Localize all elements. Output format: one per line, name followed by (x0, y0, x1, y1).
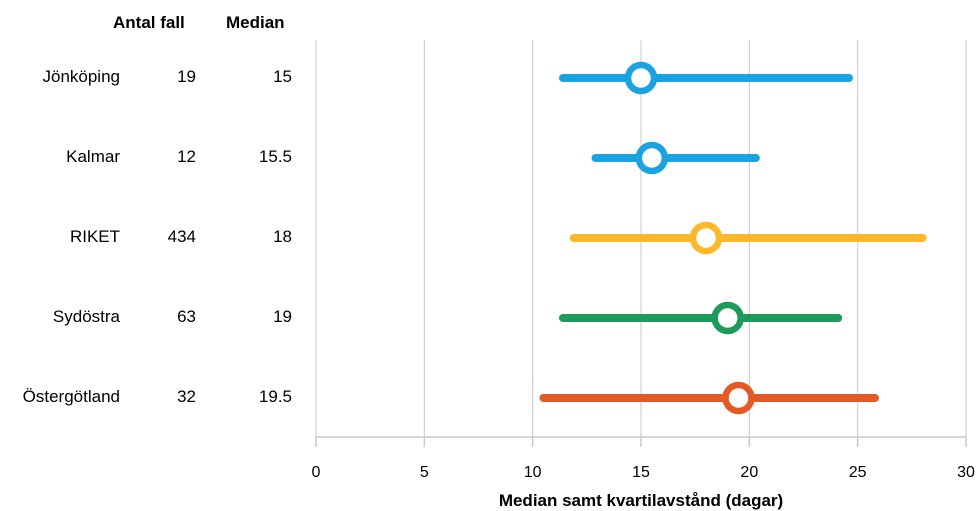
row-median-value: 15 (273, 67, 292, 86)
row-median-value: 18 (273, 227, 292, 246)
row-region-label: Östergötland (22, 387, 120, 406)
x-tick-label: 5 (420, 464, 429, 481)
count-column-header: Antal fall (113, 13, 185, 32)
x-axis-title: Median samt kvartilavstånd (dagar) (499, 491, 783, 510)
row-region-label: Jönköping (42, 67, 120, 86)
row-median-value: 19 (273, 307, 292, 326)
x-tick-label: 25 (849, 464, 867, 481)
row-region-label: RIKET (69, 227, 120, 246)
row-region-label: Sydöstra (52, 307, 120, 326)
row-count-value: 12 (177, 147, 196, 166)
median-marker (711, 301, 744, 335)
row-region-label: Kalmar (66, 147, 120, 166)
x-tick-label: 0 (312, 464, 321, 481)
row-count-value: 19 (177, 67, 196, 86)
x-tick-label: 20 (740, 464, 758, 481)
median-marker (635, 141, 669, 175)
row-count-value: 434 (167, 227, 196, 246)
x-tick-label: 30 (957, 464, 975, 481)
row-count-value: 32 (177, 387, 196, 406)
median-marker (624, 61, 658, 95)
median-column-header: Median (226, 13, 285, 32)
x-tick-label: 15 (632, 464, 650, 481)
row-median-value: 19.5 (258, 387, 292, 406)
row-count-value: 63 (177, 307, 196, 326)
x-tick-label: 10 (524, 464, 542, 481)
median-marker (722, 381, 755, 415)
median-marker (689, 221, 723, 255)
row-median-value: 15.5 (258, 147, 292, 166)
